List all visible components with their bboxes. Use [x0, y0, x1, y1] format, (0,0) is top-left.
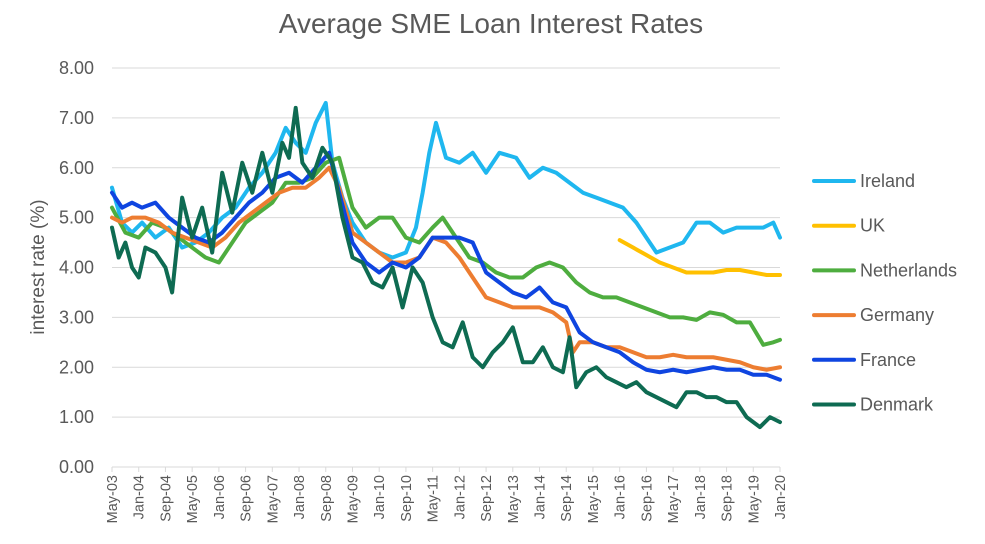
y-axis-ticks: 0.00 1.00 2.00 3.00 4.00 5.00 6.00 7.00 8.00 — [59, 58, 94, 477]
y-tick-label: 8.00 — [59, 58, 94, 78]
x-tick-label: Sep-14 — [559, 475, 575, 522]
series-line-netherlands — [110, 155, 782, 347]
x-tick-label: May-17 — [666, 475, 682, 523]
y-tick-label: 4.00 — [59, 258, 94, 278]
x-tick-label: Sep-10 — [399, 475, 415, 522]
x-tick-label: Jan-16 — [613, 475, 629, 519]
legend-label-ireland: Ireland — [860, 171, 915, 191]
y-tick-label: 0.00 — [59, 457, 94, 477]
x-tick-label: May-13 — [506, 475, 522, 523]
series-line-uk — [617, 238, 782, 277]
x-tick-label: Jan-18 — [693, 475, 709, 519]
x-tick-label: May-19 — [746, 475, 762, 523]
y-tick-label: 1.00 — [59, 407, 94, 427]
x-axis-ticks: May-03 Jan-04 Sep-04 May-05 Jan-06 Sep-06 May-… — [105, 467, 789, 523]
x-tick-label: Jan-12 — [452, 475, 468, 519]
series-line-denmark — [110, 105, 782, 430]
y-tick-label: 6.00 — [59, 158, 94, 178]
legend-label-denmark: Denmark — [860, 395, 934, 415]
x-tick-label: May-07 — [265, 475, 281, 523]
x-tick-label: May-15 — [586, 475, 602, 523]
x-tick-label: Jan-04 — [132, 475, 148, 519]
y-tick-label: 5.00 — [59, 208, 94, 228]
y-tick-label: 2.00 — [59, 357, 94, 377]
x-tick-label: Sep-12 — [479, 475, 495, 522]
x-tick-label: May-03 — [105, 475, 121, 523]
x-tick-label: May-11 — [426, 475, 442, 522]
series-line-ireland — [110, 100, 782, 260]
x-tick-label: Jan-10 — [372, 475, 388, 519]
legend-label-france: France — [860, 350, 916, 370]
x-tick-label: Sep-04 — [158, 475, 174, 522]
x-tick-label: Sep-06 — [239, 475, 255, 522]
y-tick-label: 7.00 — [59, 108, 94, 128]
y-tick-label: 3.00 — [59, 307, 94, 327]
legend-label-germany: Germany — [860, 305, 934, 325]
x-tick-label: Sep-18 — [720, 475, 736, 522]
legend-label-netherlands: Netherlands — [860, 260, 957, 280]
x-tick-label: Jan-06 — [212, 475, 228, 519]
x-tick-label: Jan-20 — [773, 475, 789, 519]
legend: Ireland UK Netherlands Germany France Denmark — [812, 171, 957, 415]
chart-title: Average SME Loan Interest Rates — [279, 8, 703, 39]
x-tick-label: May-05 — [185, 475, 201, 523]
series-line-germany — [110, 165, 782, 372]
x-tick-label: Sep-16 — [639, 475, 655, 522]
series-lines — [110, 100, 782, 430]
x-tick-label: Jan-08 — [292, 475, 308, 519]
y-axis-label: interest rate (%) — [28, 199, 49, 334]
legend-label-uk: UK — [860, 216, 885, 236]
x-tick-label: Sep-08 — [319, 475, 335, 522]
x-tick-label: May-09 — [345, 475, 361, 523]
x-tick-label: Jan-14 — [533, 475, 549, 519]
